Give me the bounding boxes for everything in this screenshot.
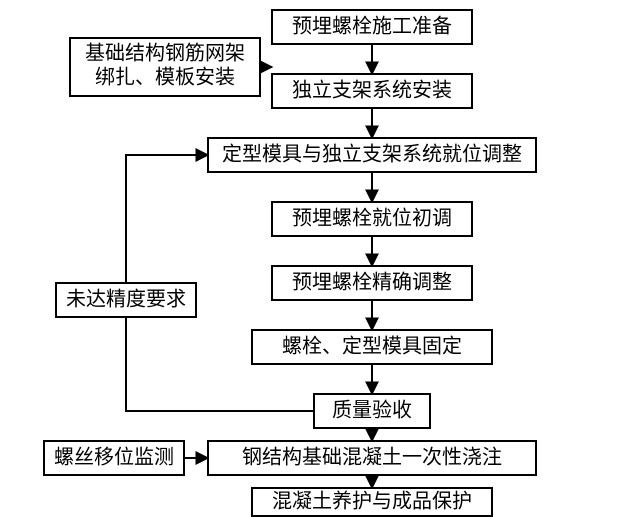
flow-node-n5: 预埋螺栓精确调整 — [272, 266, 472, 300]
node-label: 预埋螺栓精确调整 — [292, 271, 452, 294]
node-label: 绑扎、模板安装 — [95, 66, 235, 89]
edge-feedback-upper — [126, 155, 208, 283]
node-label: 基础结构钢筋网架 — [85, 42, 245, 65]
flow-node-n8: 钢结构基础混凝土一次性浇注 — [208, 441, 536, 475]
node-label: 预埋螺栓就位初调 — [292, 207, 452, 230]
node-label: 混凝土养护与成品保护 — [272, 490, 472, 513]
flow-node-n2: 独立支架系统安装 — [272, 74, 472, 108]
node-label: 质量验收 — [332, 399, 412, 422]
flow-node-n8a: 螺丝移位监测 — [44, 441, 184, 475]
flow-node-n2a: 基础结构钢筋网架绑扎、模板安装 — [70, 38, 260, 96]
node-label: 未达精度要求 — [66, 288, 186, 311]
node-label: 螺丝移位监测 — [54, 446, 174, 469]
node-label: 独立支架系统安装 — [292, 79, 452, 102]
node-label: 预埋螺栓施工准备 — [292, 15, 452, 38]
flow-node-n1: 预埋螺栓施工准备 — [272, 10, 472, 44]
flow-node-n7: 质量验收 — [314, 394, 430, 428]
node-label: 钢结构基础混凝土一次性浇注 — [242, 446, 502, 469]
flow-node-n9: 混凝土养护与成品保护 — [252, 488, 492, 516]
flow-node-n3: 定型模具与独立支架系统就位调整 — [208, 138, 536, 172]
flow-node-n4: 预埋螺栓就位初调 — [272, 202, 472, 236]
flow-node-n6: 螺栓、定型模具固定 — [252, 330, 492, 364]
node-label: 定型模具与独立支架系统就位调整 — [222, 143, 522, 166]
flow-node-nL: 未达精度要求 — [56, 283, 196, 317]
node-label: 螺栓、定型模具固定 — [282, 335, 462, 358]
